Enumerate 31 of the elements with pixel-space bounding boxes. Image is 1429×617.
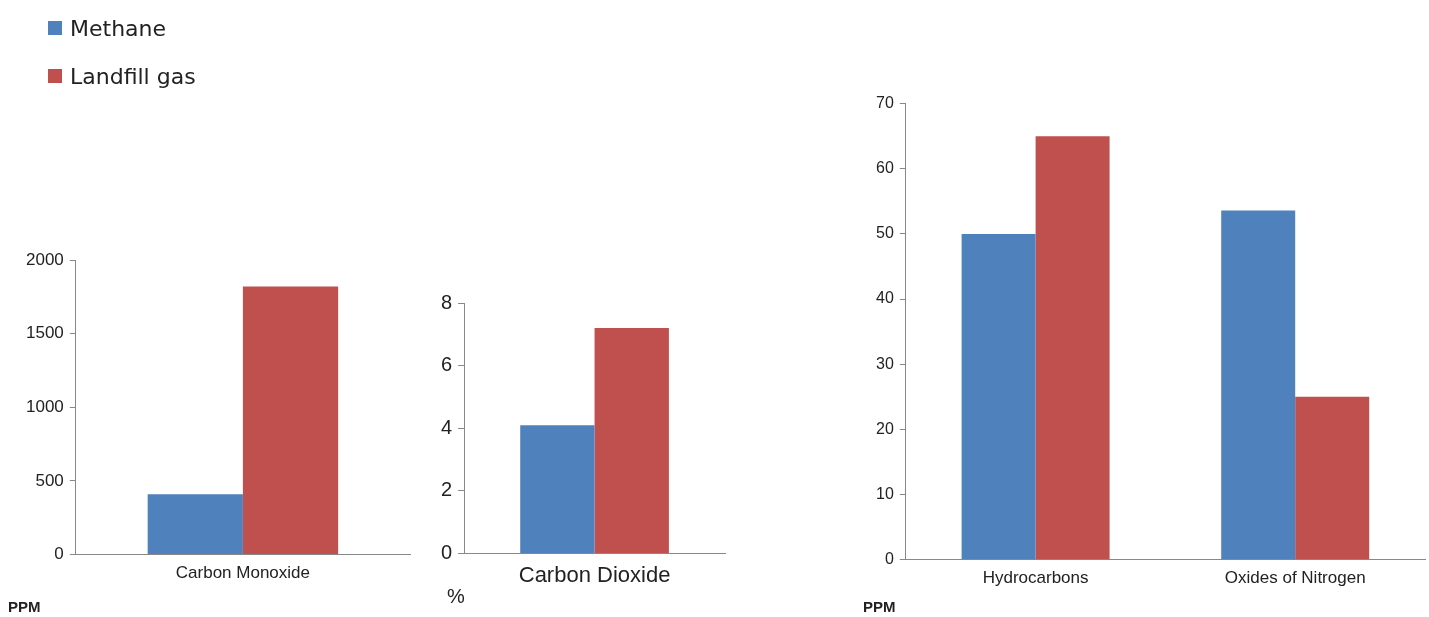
y-tick-label: 0 xyxy=(54,544,64,564)
x-tick-label: Carbon Dioxide xyxy=(518,561,671,587)
y-axis-title: PPM xyxy=(8,597,41,615)
y-tick-label: 1000 xyxy=(25,396,64,416)
y-tick-label: 70 xyxy=(876,94,894,112)
legend-label: Landfill gas xyxy=(70,63,196,89)
y-tick-label: 60 xyxy=(876,159,894,177)
x-tick-label: Hydrocarbons xyxy=(982,568,1089,588)
y-tick-label: 1500 xyxy=(25,323,64,343)
y-tick-label: 30 xyxy=(876,354,894,372)
y-tick-label: 4 xyxy=(441,415,453,438)
x-tick-label: Carbon Monoxide xyxy=(175,563,311,583)
bar xyxy=(1295,396,1370,560)
y-axis-title: % xyxy=(447,584,465,607)
y-tick-label: 50 xyxy=(876,224,894,242)
y-tick-label: 2 xyxy=(441,478,453,501)
y-tick-label: 2000 xyxy=(25,249,64,269)
x-tick-label: Oxides of Nitrogen xyxy=(1224,568,1366,588)
y-tick-label: 20 xyxy=(876,419,894,437)
y-tick-label: 0 xyxy=(441,541,453,564)
y-tick-label: 500 xyxy=(35,470,64,490)
legend-label: Methane xyxy=(70,15,167,41)
y-tick-label: 10 xyxy=(876,484,894,502)
y-tick-label: 8 xyxy=(441,290,453,313)
y-tick-label: 40 xyxy=(876,289,894,307)
bar xyxy=(961,233,1036,560)
bar xyxy=(1035,136,1110,560)
bar xyxy=(1221,210,1296,560)
y-axis-title: PPM xyxy=(863,597,896,615)
y-tick-label: 6 xyxy=(441,353,453,376)
y-tick-label: 0 xyxy=(884,550,894,568)
